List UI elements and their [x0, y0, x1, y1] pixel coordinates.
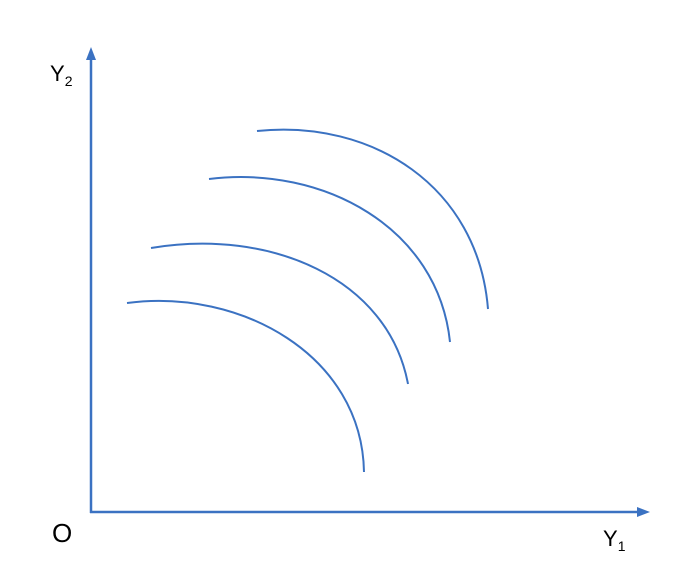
curve-3 [208, 176, 451, 343]
x-axis-label: Y1 [603, 526, 626, 554]
y-axis-label-subscript: 2 [64, 73, 73, 89]
x-axis-label-subscript: 1 [617, 538, 626, 554]
x-axis-arrowhead [637, 507, 650, 517]
curve-1 [126, 299, 365, 473]
y-axis-label: Y2 [50, 61, 73, 89]
y-axis-label-base: Y [50, 61, 65, 86]
origin-label: O [52, 518, 73, 548]
curve-2 [150, 242, 409, 385]
x-axis-label-base: Y [603, 526, 618, 551]
curve-4 [256, 128, 489, 310]
y-axis-arrowhead [86, 47, 96, 60]
